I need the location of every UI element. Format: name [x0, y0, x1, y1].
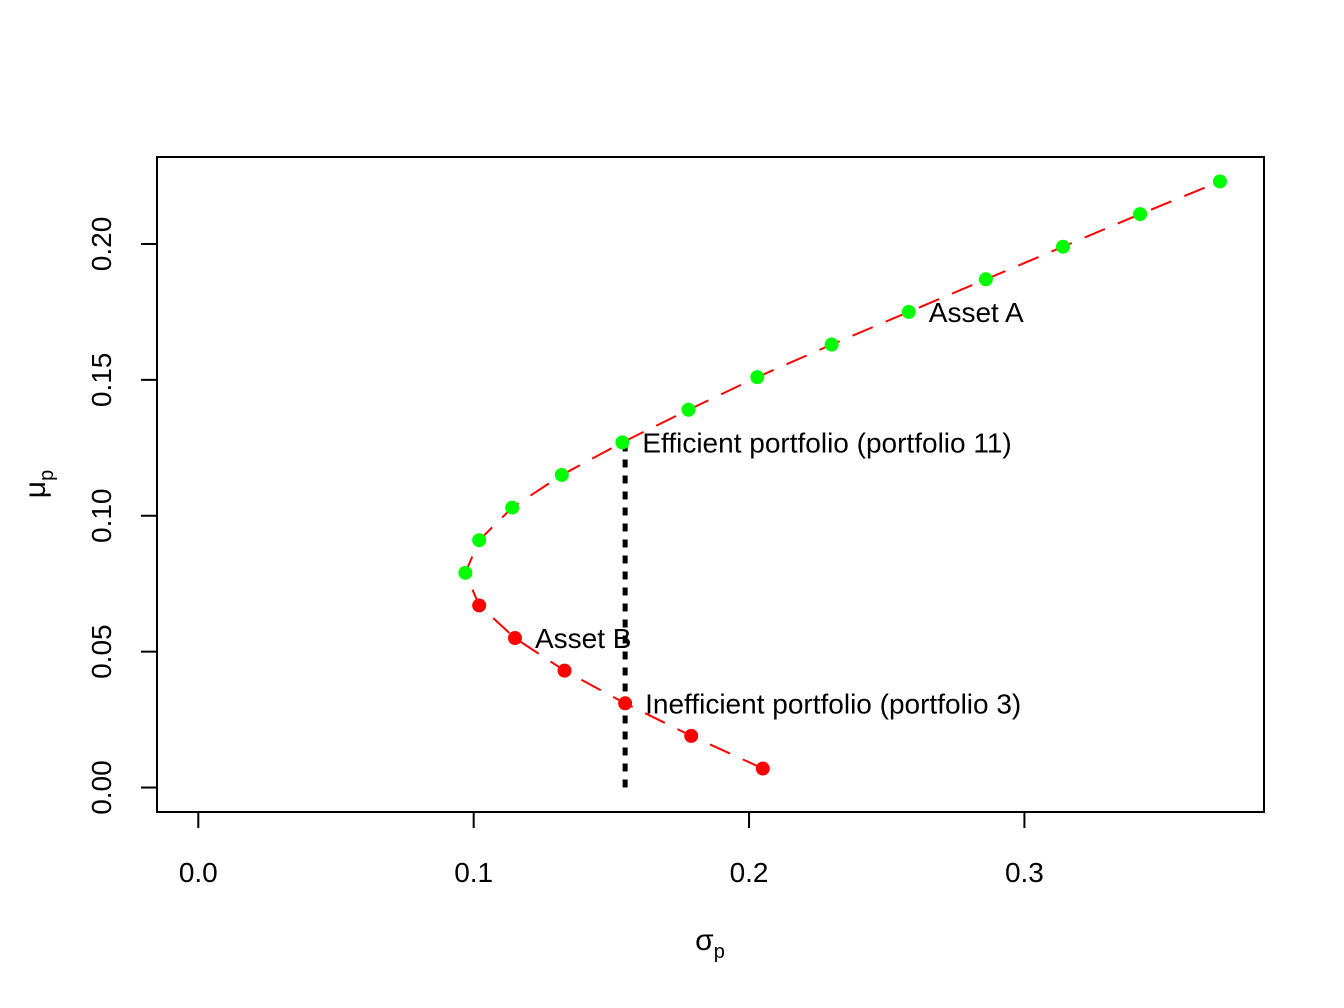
- x-axis-title-sub: p: [714, 941, 725, 963]
- efficient-point: [681, 402, 696, 417]
- y-tick-label: 0.00: [86, 760, 117, 815]
- x-tick-label: 0.2: [730, 857, 769, 888]
- efficient-point: [1055, 239, 1070, 254]
- efficient-point: [615, 435, 630, 450]
- x-tick-label: 0.1: [454, 857, 493, 888]
- inefficient-point: [557, 663, 572, 678]
- inefficient-point: [684, 728, 699, 743]
- y-tick-label: 0.05: [86, 624, 117, 679]
- inefficient-point: [472, 598, 487, 613]
- x-axis-title: σp: [695, 924, 725, 963]
- efficient-point: [978, 272, 993, 287]
- annotations: Asset A Efficient portfolio (portfolio 11…: [535, 297, 1024, 719]
- frontier-dashed-line: [464, 180, 1221, 770]
- y-axis: 0.00 0.05 0.10 0.15 0.20: [86, 217, 158, 815]
- frontier-line: [464, 180, 1221, 770]
- efficient-point: [1212, 174, 1227, 189]
- efficient-point: [1133, 207, 1148, 222]
- efficient-point: [824, 337, 839, 352]
- inefficient-point: [755, 761, 770, 776]
- y-axis-title: μp: [19, 470, 58, 498]
- data-points: [458, 174, 1227, 776]
- y-tick-label: 0.10: [86, 489, 117, 544]
- annotation-label: Asset A: [929, 297, 1024, 328]
- inefficient-point: [618, 696, 633, 711]
- x-tick-label: 0.0: [179, 857, 218, 888]
- x-axis-title-main: σ: [695, 924, 714, 957]
- efficient-point: [554, 467, 569, 482]
- efficient-point: [458, 565, 473, 580]
- efficient-point: [750, 370, 765, 385]
- y-tick-label: 0.15: [86, 353, 117, 408]
- annotation-label: Efficient portfolio (portfolio 11): [642, 427, 1011, 458]
- y-tick-label: 0.20: [86, 217, 117, 272]
- inefficient-point: [507, 631, 522, 646]
- y-axis-title-sub: p: [36, 470, 58, 481]
- efficient-point: [901, 304, 916, 319]
- annotation-label: Asset B: [535, 623, 631, 654]
- y-axis-title-main: μ: [19, 481, 52, 498]
- annotation-label: Inefficient portfolio (portfolio 3): [645, 688, 1021, 719]
- x-tick-label: 0.3: [1005, 857, 1044, 888]
- x-axis: 0.0 0.1 0.2 0.3: [179, 811, 1044, 888]
- efficient-point: [505, 500, 520, 515]
- efficient-point: [472, 533, 487, 548]
